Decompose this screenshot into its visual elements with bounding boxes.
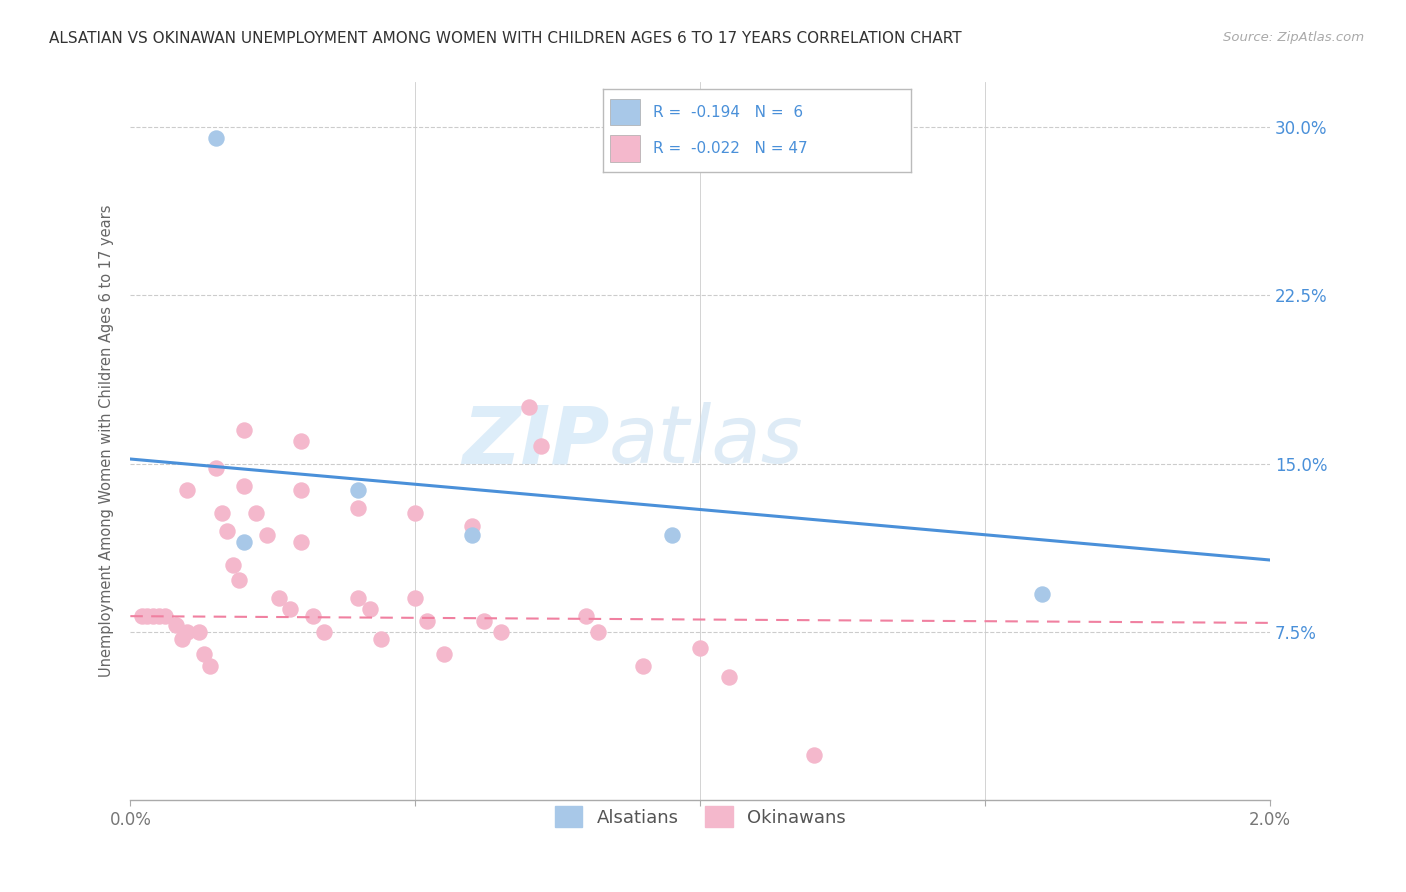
- Point: [290, 535, 312, 549]
- Point: [170, 632, 193, 646]
- Point: [314, 624, 336, 639]
- Point: [222, 558, 245, 572]
- Point: [530, 438, 553, 452]
- Text: atlas: atlas: [609, 402, 804, 480]
- Point: [717, 670, 740, 684]
- Point: [404, 506, 426, 520]
- Point: [347, 483, 370, 498]
- Point: [1031, 587, 1053, 601]
- Point: [142, 609, 165, 624]
- Point: [347, 591, 370, 606]
- Point: [489, 624, 512, 639]
- Point: [290, 483, 312, 498]
- Point: [148, 609, 170, 624]
- Point: [165, 618, 187, 632]
- Point: [131, 609, 153, 624]
- Point: [217, 524, 239, 538]
- Point: [290, 434, 312, 448]
- Point: [278, 602, 301, 616]
- Y-axis label: Unemployment Among Women with Children Ages 6 to 17 years: Unemployment Among Women with Children A…: [100, 205, 114, 677]
- Point: [633, 658, 655, 673]
- Point: [233, 535, 256, 549]
- Legend: Alsatians, Okinawans: Alsatians, Okinawans: [547, 799, 853, 834]
- Point: [689, 640, 711, 655]
- Point: [233, 423, 256, 437]
- Point: [176, 624, 198, 639]
- Point: [347, 501, 370, 516]
- Point: [211, 506, 233, 520]
- Text: ALSATIAN VS OKINAWAN UNEMPLOYMENT AMONG WOMEN WITH CHILDREN AGES 6 TO 17 YEARS C: ALSATIAN VS OKINAWAN UNEMPLOYMENT AMONG …: [49, 31, 962, 46]
- Point: [586, 624, 609, 639]
- Point: [187, 624, 209, 639]
- Text: ZIP: ZIP: [461, 402, 609, 480]
- Point: [198, 658, 221, 673]
- Point: [370, 632, 392, 646]
- Point: [517, 401, 540, 415]
- Point: [153, 609, 176, 624]
- Point: [233, 479, 256, 493]
- Point: [256, 528, 278, 542]
- Point: [205, 131, 228, 145]
- Point: [176, 483, 198, 498]
- Point: [267, 591, 290, 606]
- Point: [301, 609, 323, 624]
- Text: Source: ZipAtlas.com: Source: ZipAtlas.com: [1223, 31, 1364, 45]
- Point: [193, 648, 215, 662]
- Point: [205, 461, 228, 475]
- Point: [245, 506, 267, 520]
- Point: [228, 573, 250, 587]
- Point: [404, 591, 426, 606]
- Point: [461, 528, 484, 542]
- Point: [575, 609, 598, 624]
- Point: [472, 614, 495, 628]
- Point: [433, 648, 456, 662]
- Point: [359, 602, 381, 616]
- Point: [803, 748, 825, 763]
- Point: [661, 528, 683, 542]
- Point: [461, 519, 484, 533]
- Point: [415, 614, 437, 628]
- Point: [136, 609, 159, 624]
